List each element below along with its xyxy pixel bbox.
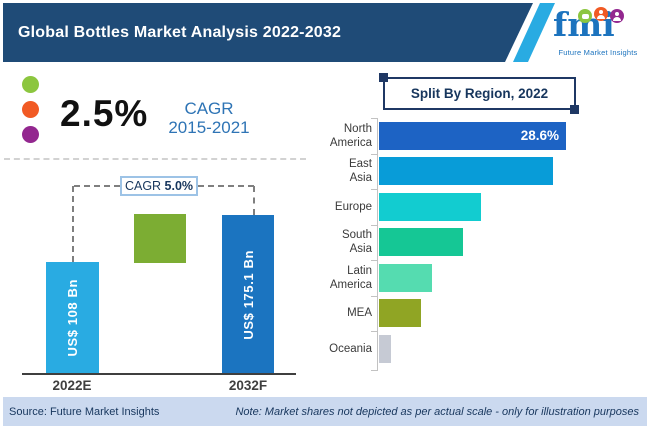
region-label: Oceania bbox=[329, 343, 372, 355]
region-chart-title: Split By Region, 2022 bbox=[383, 77, 576, 110]
x-axis-baseline bbox=[22, 373, 296, 375]
category-label-2022e: 2022E bbox=[52, 378, 92, 393]
person-icon bbox=[612, 11, 622, 21]
left-chart-bar: US$ 108 Bn bbox=[46, 262, 99, 374]
footer-bar: Source: Future Market Insights Note: Mar… bbox=[3, 397, 647, 426]
bar-value-2022: US$ 108 Bn bbox=[65, 279, 80, 357]
region-bar-fill bbox=[379, 228, 463, 256]
fmi-logo-subtext: Future Market Insights bbox=[558, 48, 638, 57]
historic-cagr-line1: CAGR bbox=[184, 99, 234, 118]
axis-tick bbox=[371, 260, 377, 261]
axis-tick bbox=[371, 370, 377, 371]
region-bar-fill bbox=[379, 335, 391, 363]
region-bar-fill: 28.6% bbox=[379, 122, 566, 150]
historic-cagr-label: CAGR 2015-2021 bbox=[164, 99, 254, 137]
logo-dot bbox=[578, 9, 592, 23]
left-chart-bar: US$ 175.1 Bn bbox=[222, 215, 274, 374]
legend-dot bbox=[22, 101, 39, 118]
region-value-label: 28.6% bbox=[520, 128, 559, 143]
title-box-corner-square bbox=[379, 73, 388, 82]
note-text: Note: Market shares not depicted as per … bbox=[235, 405, 639, 418]
cagr-connector-left-h bbox=[74, 185, 120, 187]
legend-dot bbox=[22, 76, 39, 93]
axis-tick bbox=[371, 189, 377, 190]
logo-dot bbox=[610, 9, 624, 23]
cagr-connector-right-h bbox=[198, 185, 254, 187]
region-label: North America bbox=[329, 123, 372, 149]
region-label: MEA bbox=[347, 307, 372, 319]
chat-icon bbox=[581, 13, 589, 19]
person-icon bbox=[596, 9, 606, 19]
axis-tick bbox=[371, 154, 377, 155]
axis-tick bbox=[371, 331, 377, 332]
cagr-connector-right-v bbox=[253, 186, 255, 215]
region-y-axis bbox=[377, 118, 378, 371]
region-bar-fill bbox=[379, 264, 432, 292]
region-label: Europe bbox=[334, 201, 372, 213]
bar-value-2032: US$ 175.1 Bn bbox=[240, 249, 256, 340]
title-box-corner-square bbox=[570, 105, 579, 114]
forecast-cagr-label: CAGR bbox=[124, 179, 165, 193]
axis-tick bbox=[371, 225, 377, 226]
region-bar-fill bbox=[379, 193, 481, 221]
historic-cagr-value: 2.5% bbox=[60, 93, 149, 134]
dashed-separator bbox=[4, 158, 306, 160]
region-bar-fill bbox=[379, 157, 553, 185]
axis-tick bbox=[371, 118, 377, 119]
region-label: Latin America bbox=[329, 265, 372, 291]
forecast-cagr-box: CAGR 5.0% bbox=[120, 176, 198, 196]
forecast-cagr-value: 5.0% bbox=[164, 179, 194, 193]
region-label: South Asia bbox=[341, 229, 372, 255]
category-label-2032f: 2032F bbox=[228, 378, 268, 393]
region-bar-fill bbox=[379, 299, 421, 327]
source-text: Source: Future Market Insights bbox=[9, 405, 160, 418]
header-band: Global Bottles Market Analysis 2022-2032 bbox=[3, 3, 533, 62]
region-label: East Asia bbox=[348, 158, 372, 184]
historic-cagr-line2: 2015-2021 bbox=[168, 118, 250, 137]
page-title: Global Bottles Market Analysis 2022-2032 bbox=[18, 23, 342, 41]
axis-tick bbox=[371, 296, 377, 297]
legend-dot bbox=[22, 126, 39, 143]
logo-dot bbox=[594, 7, 608, 21]
fmi-logo: fmi Future Market Insights bbox=[550, 4, 646, 58]
cagr-connector-left-v bbox=[72, 186, 74, 262]
growth-square bbox=[134, 214, 186, 263]
